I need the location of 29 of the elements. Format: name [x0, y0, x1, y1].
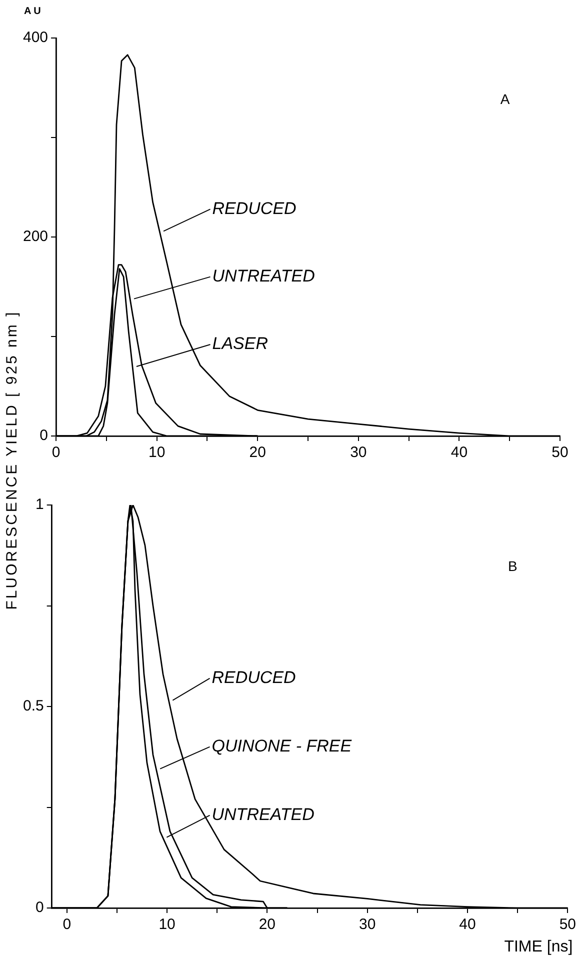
x-tick-label: 10: [148, 444, 166, 462]
legend-label: UNTREATED: [212, 266, 315, 286]
x-tick-label: 10: [158, 916, 176, 934]
x-axis-title: TIME [ns]: [504, 938, 573, 956]
x-tick-label: 40: [450, 444, 468, 462]
x-tick-label: 50: [559, 916, 576, 934]
x-tick-label: 20: [258, 916, 276, 934]
y-tick-label: 1: [36, 496, 44, 514]
y-axis-title: FLUORESCENCE YIELD [ 925 nm ]: [4, 310, 20, 610]
x-tick-label: 30: [359, 916, 376, 934]
x-tick-label: 0: [62, 916, 72, 934]
annotation: B: [508, 558, 518, 574]
annotation: A: [500, 90, 510, 107]
x-tick-label: 50: [552, 444, 568, 462]
legend-label: REDUCED: [212, 668, 296, 688]
y-tick-label: 400: [22, 29, 48, 46]
legend-label: QUINONE - FREE: [212, 736, 352, 756]
legend-label: UNTREATED: [212, 805, 314, 824]
y-tick-label: 200: [22, 228, 48, 246]
y-tick-label: 0: [36, 899, 44, 916]
x-tick-label: 30: [350, 444, 367, 462]
x-tick-label: 40: [459, 916, 476, 934]
x-tick-label: 20: [249, 444, 266, 462]
y-tick-label: 0: [40, 427, 48, 444]
text: A U: [24, 6, 41, 17]
x-tick-label: 0: [52, 444, 60, 462]
legend-label: LASER: [212, 334, 268, 354]
legend-label: REDUCED: [212, 198, 296, 218]
y-tick-label: 0.5: [22, 698, 44, 715]
